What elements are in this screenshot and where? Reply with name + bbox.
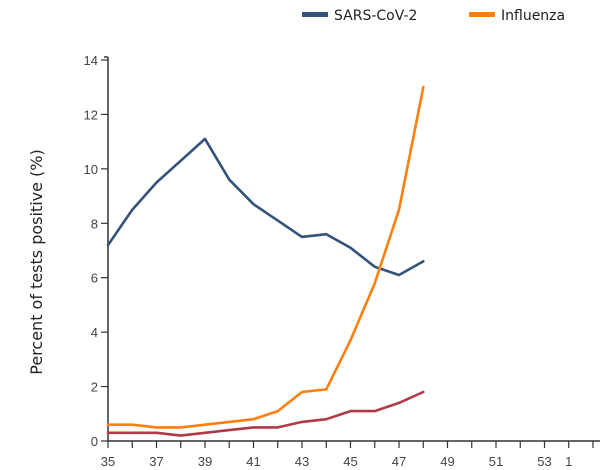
x-tick-label: 41 xyxy=(246,454,260,469)
x-tick-label: 1 xyxy=(565,454,572,469)
y-axis-title: Percent of tests positive (%) xyxy=(27,149,46,374)
x-axis: 353739414345474951531357911 xyxy=(101,440,600,469)
x-tick-label: 39 xyxy=(198,454,212,469)
series-line-influenza xyxy=(106,85,425,429)
legend-label: Influenza xyxy=(501,8,565,24)
x-tick-label: 49 xyxy=(440,454,454,469)
y-tick-label: 6 xyxy=(91,271,98,286)
x-tick-label: 37 xyxy=(149,454,163,469)
y-axis: 0 2 4 6 8 10 12 14 xyxy=(84,53,109,449)
y-tick-label: 8 xyxy=(91,216,98,231)
y-tick-label: 2 xyxy=(91,380,98,395)
y-tick-label: 14 xyxy=(84,53,98,68)
legend-swatch xyxy=(469,12,495,17)
x-tick-label: 53 xyxy=(537,454,551,469)
x-tick-label: 45 xyxy=(343,454,357,469)
series-lines xyxy=(106,85,425,437)
x-tick-label: 47 xyxy=(392,454,406,469)
y-tick-label: 10 xyxy=(84,162,98,177)
legend-label: SARS-CoV-2 xyxy=(334,8,417,24)
x-tick-label: 35 xyxy=(101,454,115,469)
series-line-rsv xyxy=(106,390,425,437)
x-tick-label: 43 xyxy=(295,454,309,469)
legend: SARS-CoV-2 Influenza xyxy=(302,8,565,24)
series-line-sars-cov-2 xyxy=(106,137,425,277)
y-tick-label: 12 xyxy=(84,107,98,122)
x-tick-label: 51 xyxy=(489,454,503,469)
legend-swatch xyxy=(302,12,328,17)
y-tick-label: 0 xyxy=(91,434,98,449)
y-tick-label: 4 xyxy=(91,325,98,340)
